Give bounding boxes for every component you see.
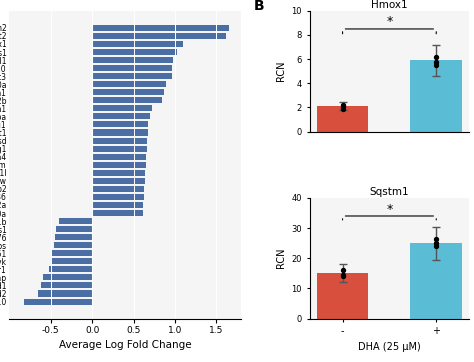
Bar bbox=[92, 73, 172, 79]
Bar bbox=[38, 290, 92, 296]
Bar bbox=[92, 25, 228, 31]
Point bbox=[432, 236, 440, 241]
Bar bbox=[92, 57, 173, 63]
Point bbox=[339, 102, 346, 108]
X-axis label: DHA (25 μM): DHA (25 μM) bbox=[358, 342, 421, 352]
Title: Hmox1: Hmox1 bbox=[371, 0, 408, 10]
Text: *: * bbox=[386, 15, 392, 28]
Bar bbox=[92, 97, 162, 103]
Bar bbox=[49, 266, 92, 272]
Point bbox=[432, 243, 440, 249]
Bar bbox=[92, 162, 146, 168]
Bar bbox=[54, 242, 92, 248]
Y-axis label: RCN: RCN bbox=[276, 248, 286, 269]
Bar bbox=[24, 299, 92, 304]
Bar bbox=[317, 273, 368, 319]
Bar bbox=[92, 130, 147, 135]
Bar bbox=[92, 89, 164, 95]
Point bbox=[432, 59, 440, 64]
Point bbox=[339, 105, 346, 110]
Point bbox=[339, 106, 346, 111]
Point bbox=[432, 240, 440, 246]
Bar bbox=[92, 178, 145, 184]
Point bbox=[339, 272, 346, 278]
Bar bbox=[92, 153, 146, 160]
Bar bbox=[92, 138, 147, 144]
Bar bbox=[92, 121, 148, 127]
Bar bbox=[51, 258, 92, 264]
Bar bbox=[59, 218, 92, 224]
X-axis label: Average Log Fold Change: Average Log Fold Change bbox=[59, 340, 191, 350]
Point bbox=[432, 54, 440, 60]
Point bbox=[432, 62, 440, 68]
Bar bbox=[53, 250, 92, 256]
Bar bbox=[92, 194, 144, 200]
Bar bbox=[92, 105, 152, 111]
Bar bbox=[92, 186, 144, 192]
Bar bbox=[410, 243, 462, 319]
Y-axis label: RCN: RCN bbox=[276, 61, 286, 81]
Bar bbox=[92, 65, 173, 71]
Bar bbox=[92, 146, 147, 152]
Bar bbox=[41, 282, 92, 289]
Bar bbox=[43, 274, 92, 281]
Bar bbox=[92, 113, 150, 119]
Text: *: * bbox=[386, 203, 392, 216]
Bar bbox=[92, 210, 144, 216]
Bar bbox=[410, 60, 462, 131]
Bar bbox=[56, 226, 92, 232]
Text: B: B bbox=[254, 0, 264, 13]
Point bbox=[339, 273, 346, 279]
Title: Sqstm1: Sqstm1 bbox=[370, 187, 409, 197]
Bar bbox=[55, 234, 92, 240]
Bar bbox=[92, 49, 176, 55]
Bar bbox=[92, 33, 226, 39]
Bar bbox=[92, 202, 144, 208]
Bar bbox=[317, 106, 368, 131]
Point bbox=[339, 268, 346, 273]
Bar bbox=[92, 170, 145, 176]
Bar bbox=[92, 41, 183, 47]
Bar bbox=[92, 81, 166, 87]
